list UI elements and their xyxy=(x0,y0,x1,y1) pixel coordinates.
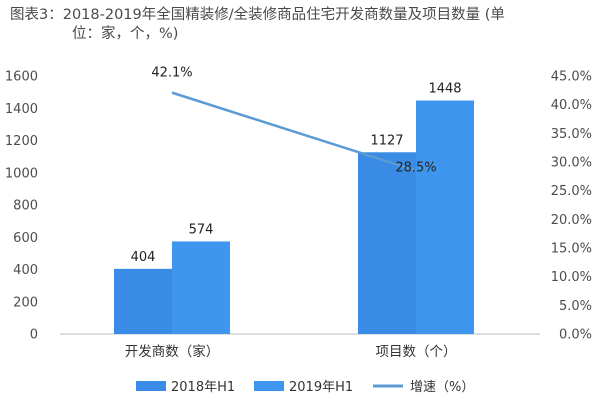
data-labels: 404 574 1127 1448 42.1% 28.5% xyxy=(131,66,462,265)
bar-value-label: 404 xyxy=(131,250,156,265)
right-axis-tick-label: 10.0% xyxy=(551,270,592,285)
right-axis-tick-label: 35.0% xyxy=(551,127,592,142)
right-axis-tick-label: 5.0% xyxy=(559,299,592,314)
legend-swatch-2019 xyxy=(254,381,284,391)
bar xyxy=(172,241,230,334)
bar-value-label: 1127 xyxy=(370,133,403,148)
bars xyxy=(114,100,474,334)
legend-label: 2019年H1 xyxy=(289,380,353,395)
growth-value-label: 28.5% xyxy=(395,161,436,176)
left-axis-tick-label: 1400 xyxy=(5,102,38,117)
right-axis-tick-label: 20.0% xyxy=(551,213,592,228)
bar-value-label: 574 xyxy=(189,222,214,237)
bar xyxy=(416,100,474,334)
bar xyxy=(114,268,172,334)
legend-swatch-2018 xyxy=(136,381,166,391)
growth-line-path xyxy=(171,91,417,172)
left-axis-tick-label: 200 xyxy=(13,295,38,310)
category-label: 开发商数（家） xyxy=(125,343,220,360)
left-axis-tick-label: 800 xyxy=(13,199,38,214)
right-axis-tick-label: 30.0% xyxy=(551,156,592,171)
right-axis: 0.0% 5.0% 10.0% 15.0% 20.0% 25.0% 30.0% 35.0% 40… xyxy=(551,70,592,343)
right-axis-tick-label: 25.0% xyxy=(551,184,592,199)
category-labels: 开发商数（家） 项目数（个） xyxy=(125,343,457,360)
right-axis-tick-label: 45.0% xyxy=(551,70,592,85)
left-axis-tick-label: 600 xyxy=(13,231,38,246)
left-axis-tick-label: 1200 xyxy=(5,134,38,149)
left-axis-tick-label: 400 xyxy=(13,263,38,278)
legend-label: 2018年H1 xyxy=(171,380,235,395)
bar-value-label: 1448 xyxy=(428,82,461,97)
growth-value-label: 42.1% xyxy=(151,66,192,81)
left-axis-tick-label: 1600 xyxy=(5,70,38,85)
right-axis-tick-label: 15.0% xyxy=(551,242,592,257)
left-axis-tick-label: 0 xyxy=(30,328,38,343)
growth-line xyxy=(171,91,417,172)
category-label: 项目数（个） xyxy=(376,344,457,360)
left-axis: 0 200 400 600 800 1000 1200 1400 1600 xyxy=(5,70,38,343)
legend: 2018年H1 2019年H1 增速（%） xyxy=(136,380,474,395)
chart-title: 图表3：2018-2019年全国精装修/全装修商品住宅开发商数量及项目数量 (单… xyxy=(10,5,505,42)
right-axis-tick-label: 40.0% xyxy=(551,98,592,113)
right-axis-tick-label: 0.0% xyxy=(559,328,592,343)
legend-label: 增速（%） xyxy=(410,380,474,395)
bar xyxy=(358,152,416,334)
left-axis-tick-label: 1000 xyxy=(5,166,38,181)
